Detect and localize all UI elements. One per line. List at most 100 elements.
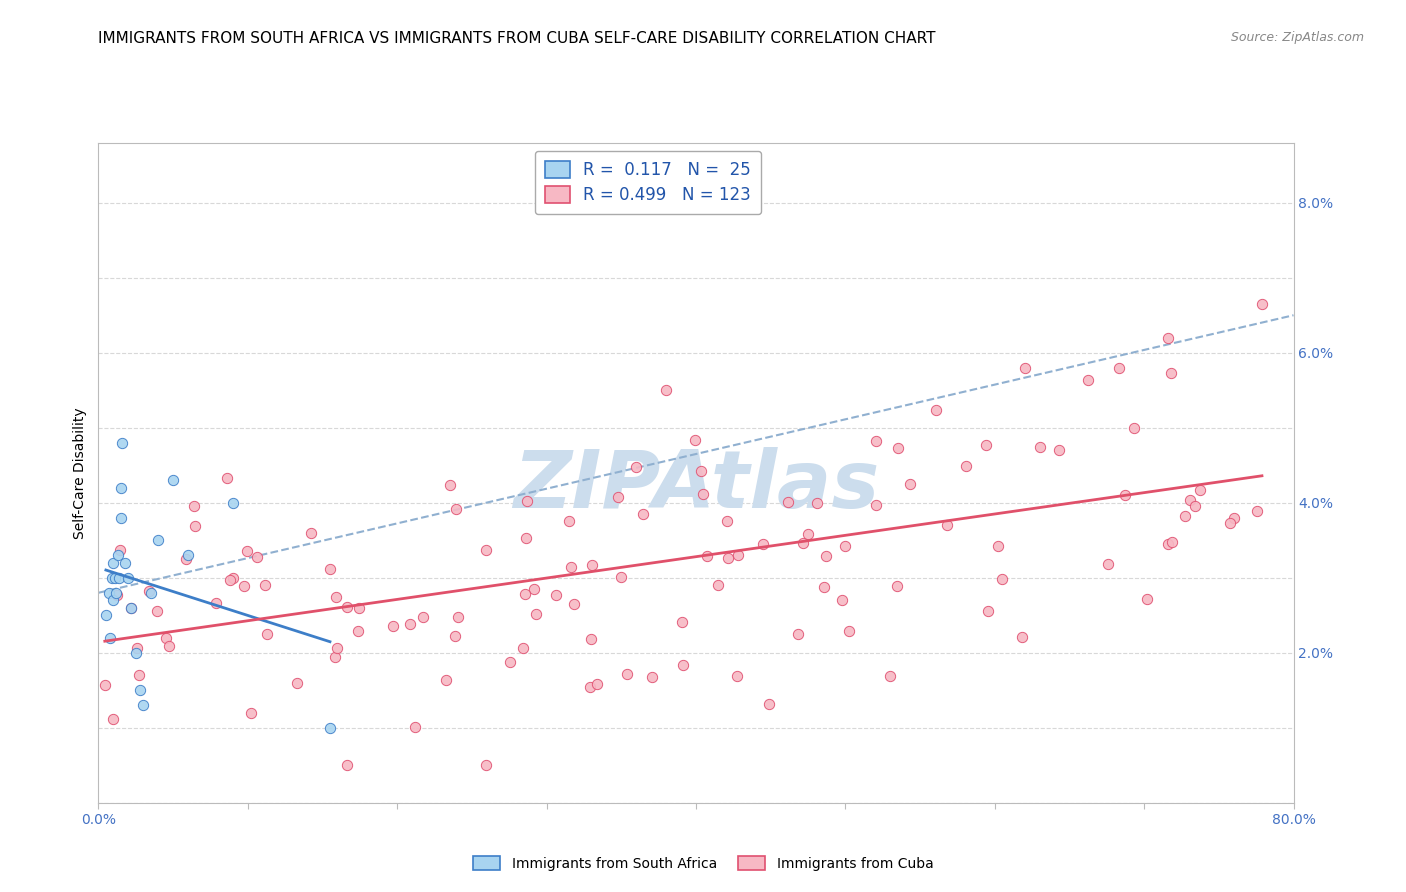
Point	[157, 639, 180, 653]
Point	[155, 631, 177, 645]
Point	[97, 586, 120, 600]
Point	[128, 668, 150, 682]
Point	[325, 641, 347, 656]
Point	[319, 721, 342, 735]
Point	[110, 510, 132, 524]
Point	[439, 478, 461, 492]
Point	[955, 458, 977, 473]
Point	[232, 579, 254, 593]
Point	[107, 548, 129, 563]
Point	[221, 571, 243, 585]
Point	[838, 624, 860, 638]
Point	[641, 669, 664, 683]
Point	[1028, 440, 1050, 454]
Point	[690, 464, 713, 478]
Point	[104, 571, 127, 585]
Point	[716, 514, 738, 528]
Point	[412, 609, 434, 624]
Point	[1157, 331, 1180, 345]
Point	[1246, 503, 1268, 517]
Point	[404, 720, 426, 734]
Point	[564, 597, 586, 611]
Point	[1077, 373, 1099, 387]
Point	[398, 616, 420, 631]
Point	[1047, 442, 1070, 457]
Point	[1160, 366, 1182, 380]
Point	[120, 601, 142, 615]
Point	[758, 698, 780, 712]
Point	[108, 571, 131, 585]
Text: Source: ZipAtlas.com: Source: ZipAtlas.com	[1230, 31, 1364, 45]
Point	[447, 609, 470, 624]
Point	[991, 572, 1014, 586]
Point	[446, 501, 468, 516]
Point	[253, 577, 276, 591]
Point	[515, 531, 537, 545]
Point	[1122, 421, 1144, 435]
Point	[672, 658, 695, 673]
Point	[523, 582, 546, 597]
Text: ZIPAtlas: ZIPAtlas	[513, 447, 879, 525]
Point	[616, 667, 638, 681]
Point	[831, 593, 853, 607]
Point	[138, 583, 160, 598]
Point	[114, 556, 136, 570]
Point	[499, 655, 522, 669]
Point	[585, 676, 607, 690]
Point	[1011, 631, 1033, 645]
Point	[524, 607, 547, 622]
Point	[624, 460, 647, 475]
Point	[546, 588, 568, 602]
Point	[110, 542, 132, 557]
Point	[806, 496, 828, 510]
Point	[219, 574, 242, 588]
Point	[900, 476, 922, 491]
Point	[174, 551, 197, 566]
Point	[516, 494, 538, 508]
Point	[236, 543, 259, 558]
Point	[434, 673, 457, 687]
Point	[474, 758, 496, 772]
Point	[1184, 499, 1206, 513]
Point	[631, 507, 654, 521]
Point	[815, 549, 838, 563]
Point	[125, 646, 148, 660]
Point	[581, 558, 603, 573]
Point	[139, 586, 162, 600]
Point	[752, 537, 775, 551]
Point	[475, 542, 498, 557]
Point	[1251, 297, 1274, 311]
Point	[240, 706, 263, 721]
Point	[1174, 509, 1197, 524]
Point	[347, 624, 370, 638]
Point	[1219, 516, 1241, 530]
Legend: R =  0.117   N =  25, R = 0.499   N = 123: R = 0.117 N = 25, R = 0.499 N = 123	[536, 151, 761, 214]
Point	[103, 556, 125, 570]
Point	[205, 596, 228, 610]
Point	[1157, 536, 1180, 550]
Text: IMMIGRANTS FROM SOUTH AFRICA VS IMMIGRANTS FROM CUBA SELF-CARE DISABILITY CORREL: IMMIGRANTS FROM SOUTH AFRICA VS IMMIGRAN…	[98, 31, 936, 46]
Point	[1114, 488, 1136, 502]
Point	[717, 551, 740, 566]
Point	[886, 442, 908, 456]
Point	[98, 631, 122, 645]
Point	[987, 539, 1010, 553]
Point	[103, 712, 125, 726]
Point	[936, 518, 959, 533]
Point	[132, 698, 155, 713]
Point	[177, 548, 200, 563]
Point	[512, 640, 534, 655]
Point	[579, 632, 602, 646]
Point	[696, 549, 718, 564]
Point	[183, 499, 205, 513]
Point	[256, 627, 278, 641]
Point	[707, 577, 730, 591]
Point	[557, 514, 579, 528]
Point	[94, 678, 117, 692]
Point	[813, 581, 835, 595]
Point	[725, 669, 748, 683]
Point	[125, 640, 148, 655]
Point	[117, 571, 139, 585]
Point	[865, 434, 887, 448]
Point	[325, 590, 347, 604]
